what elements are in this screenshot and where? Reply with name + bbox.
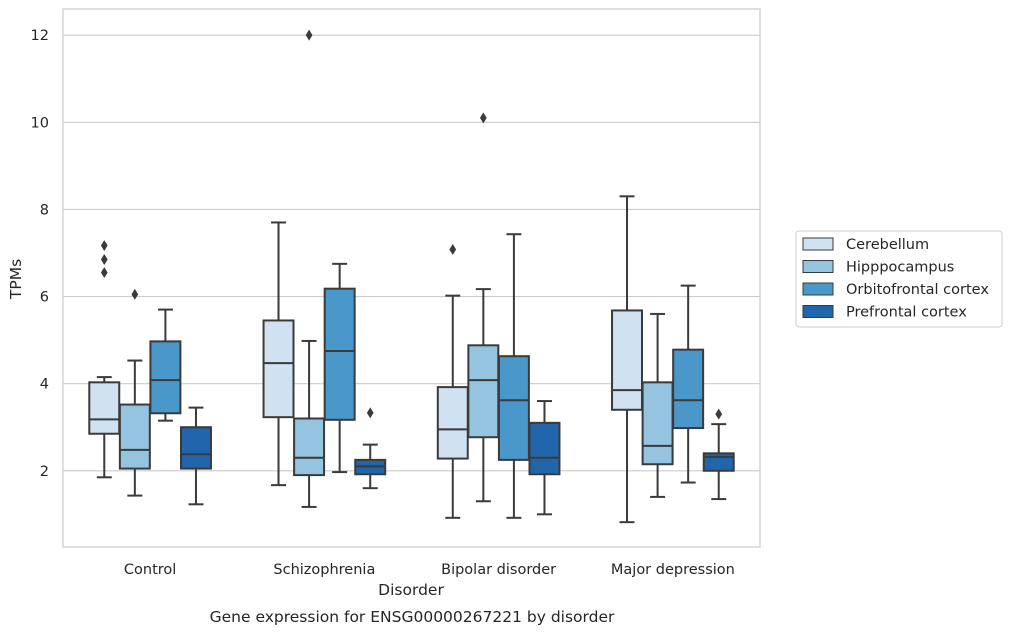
legend-swatch (802, 305, 834, 318)
box (180, 426, 212, 470)
box (293, 417, 326, 477)
plot-frame (62, 8, 761, 548)
legend-label: Orbitofrontal cortex (846, 282, 989, 298)
x-tick-label: Major depression (611, 562, 735, 578)
outlier-point (100, 240, 108, 252)
outlier-point (305, 29, 313, 41)
legend-label: Cerebellum (846, 237, 929, 253)
legend: Cerebellum Hipppocampus Orbitofrontal cort… (795, 230, 1003, 328)
box (262, 319, 295, 419)
legend-label: Hipppocampus (846, 260, 954, 276)
y-tick-label: 8 (40, 202, 49, 218)
y-tick-label: 10 (31, 115, 49, 131)
outlier-point (100, 267, 108, 279)
outlier-point (100, 254, 108, 265)
box (88, 381, 121, 435)
legend-swatch (802, 237, 834, 251)
box (528, 421, 561, 476)
legend-label: Prefrontal cortex (846, 305, 967, 321)
box (436, 386, 469, 460)
box (497, 355, 530, 461)
x-tick-label: Bipolar disorder (441, 562, 556, 578)
x-axis-label: Disorder (378, 581, 444, 599)
outlier-point (715, 408, 723, 420)
box (323, 287, 356, 421)
outlier-point (449, 244, 457, 255)
box (611, 309, 643, 411)
legend-swatch (802, 282, 834, 296)
y-tick-label: 2 (40, 464, 49, 480)
y-tick-label: 12 (31, 28, 49, 44)
x-axis-ticks: Control Schizophrenia Bipolar disorder Majo… (124, 562, 735, 578)
legend-swatch (802, 260, 834, 273)
outlier-point (479, 112, 487, 124)
box (149, 340, 182, 415)
box (641, 381, 674, 466)
box-series (88, 29, 735, 524)
legend-frame (795, 230, 1003, 328)
y-axis-ticks: 2 4 6 8 10 12 (31, 28, 49, 480)
x-tick-label: Control (124, 562, 176, 578)
outlier-point (131, 288, 139, 300)
chart-caption: Gene expression for ENSG00000267221 by d… (210, 608, 615, 626)
box (118, 403, 151, 470)
outlier-point (366, 407, 374, 419)
box (672, 348, 705, 430)
box (467, 344, 500, 439)
y-axis-label: TPMs (7, 259, 25, 300)
y-tick-label: 4 (40, 377, 49, 393)
y-tick-label: 6 (40, 290, 49, 306)
x-tick-label: Schizophrenia (273, 562, 375, 578)
